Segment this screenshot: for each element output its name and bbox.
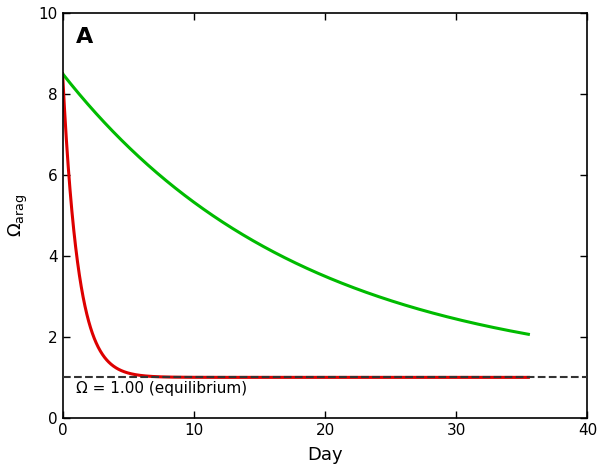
Text: Ω = 1.00 (equilibrium): Ω = 1.00 (equilibrium) [76,381,247,396]
X-axis label: Day: Day [307,446,343,464]
Text: A: A [76,27,93,47]
Y-axis label: $\Omega_{\rm arag}$: $\Omega_{\rm arag}$ [7,194,30,237]
